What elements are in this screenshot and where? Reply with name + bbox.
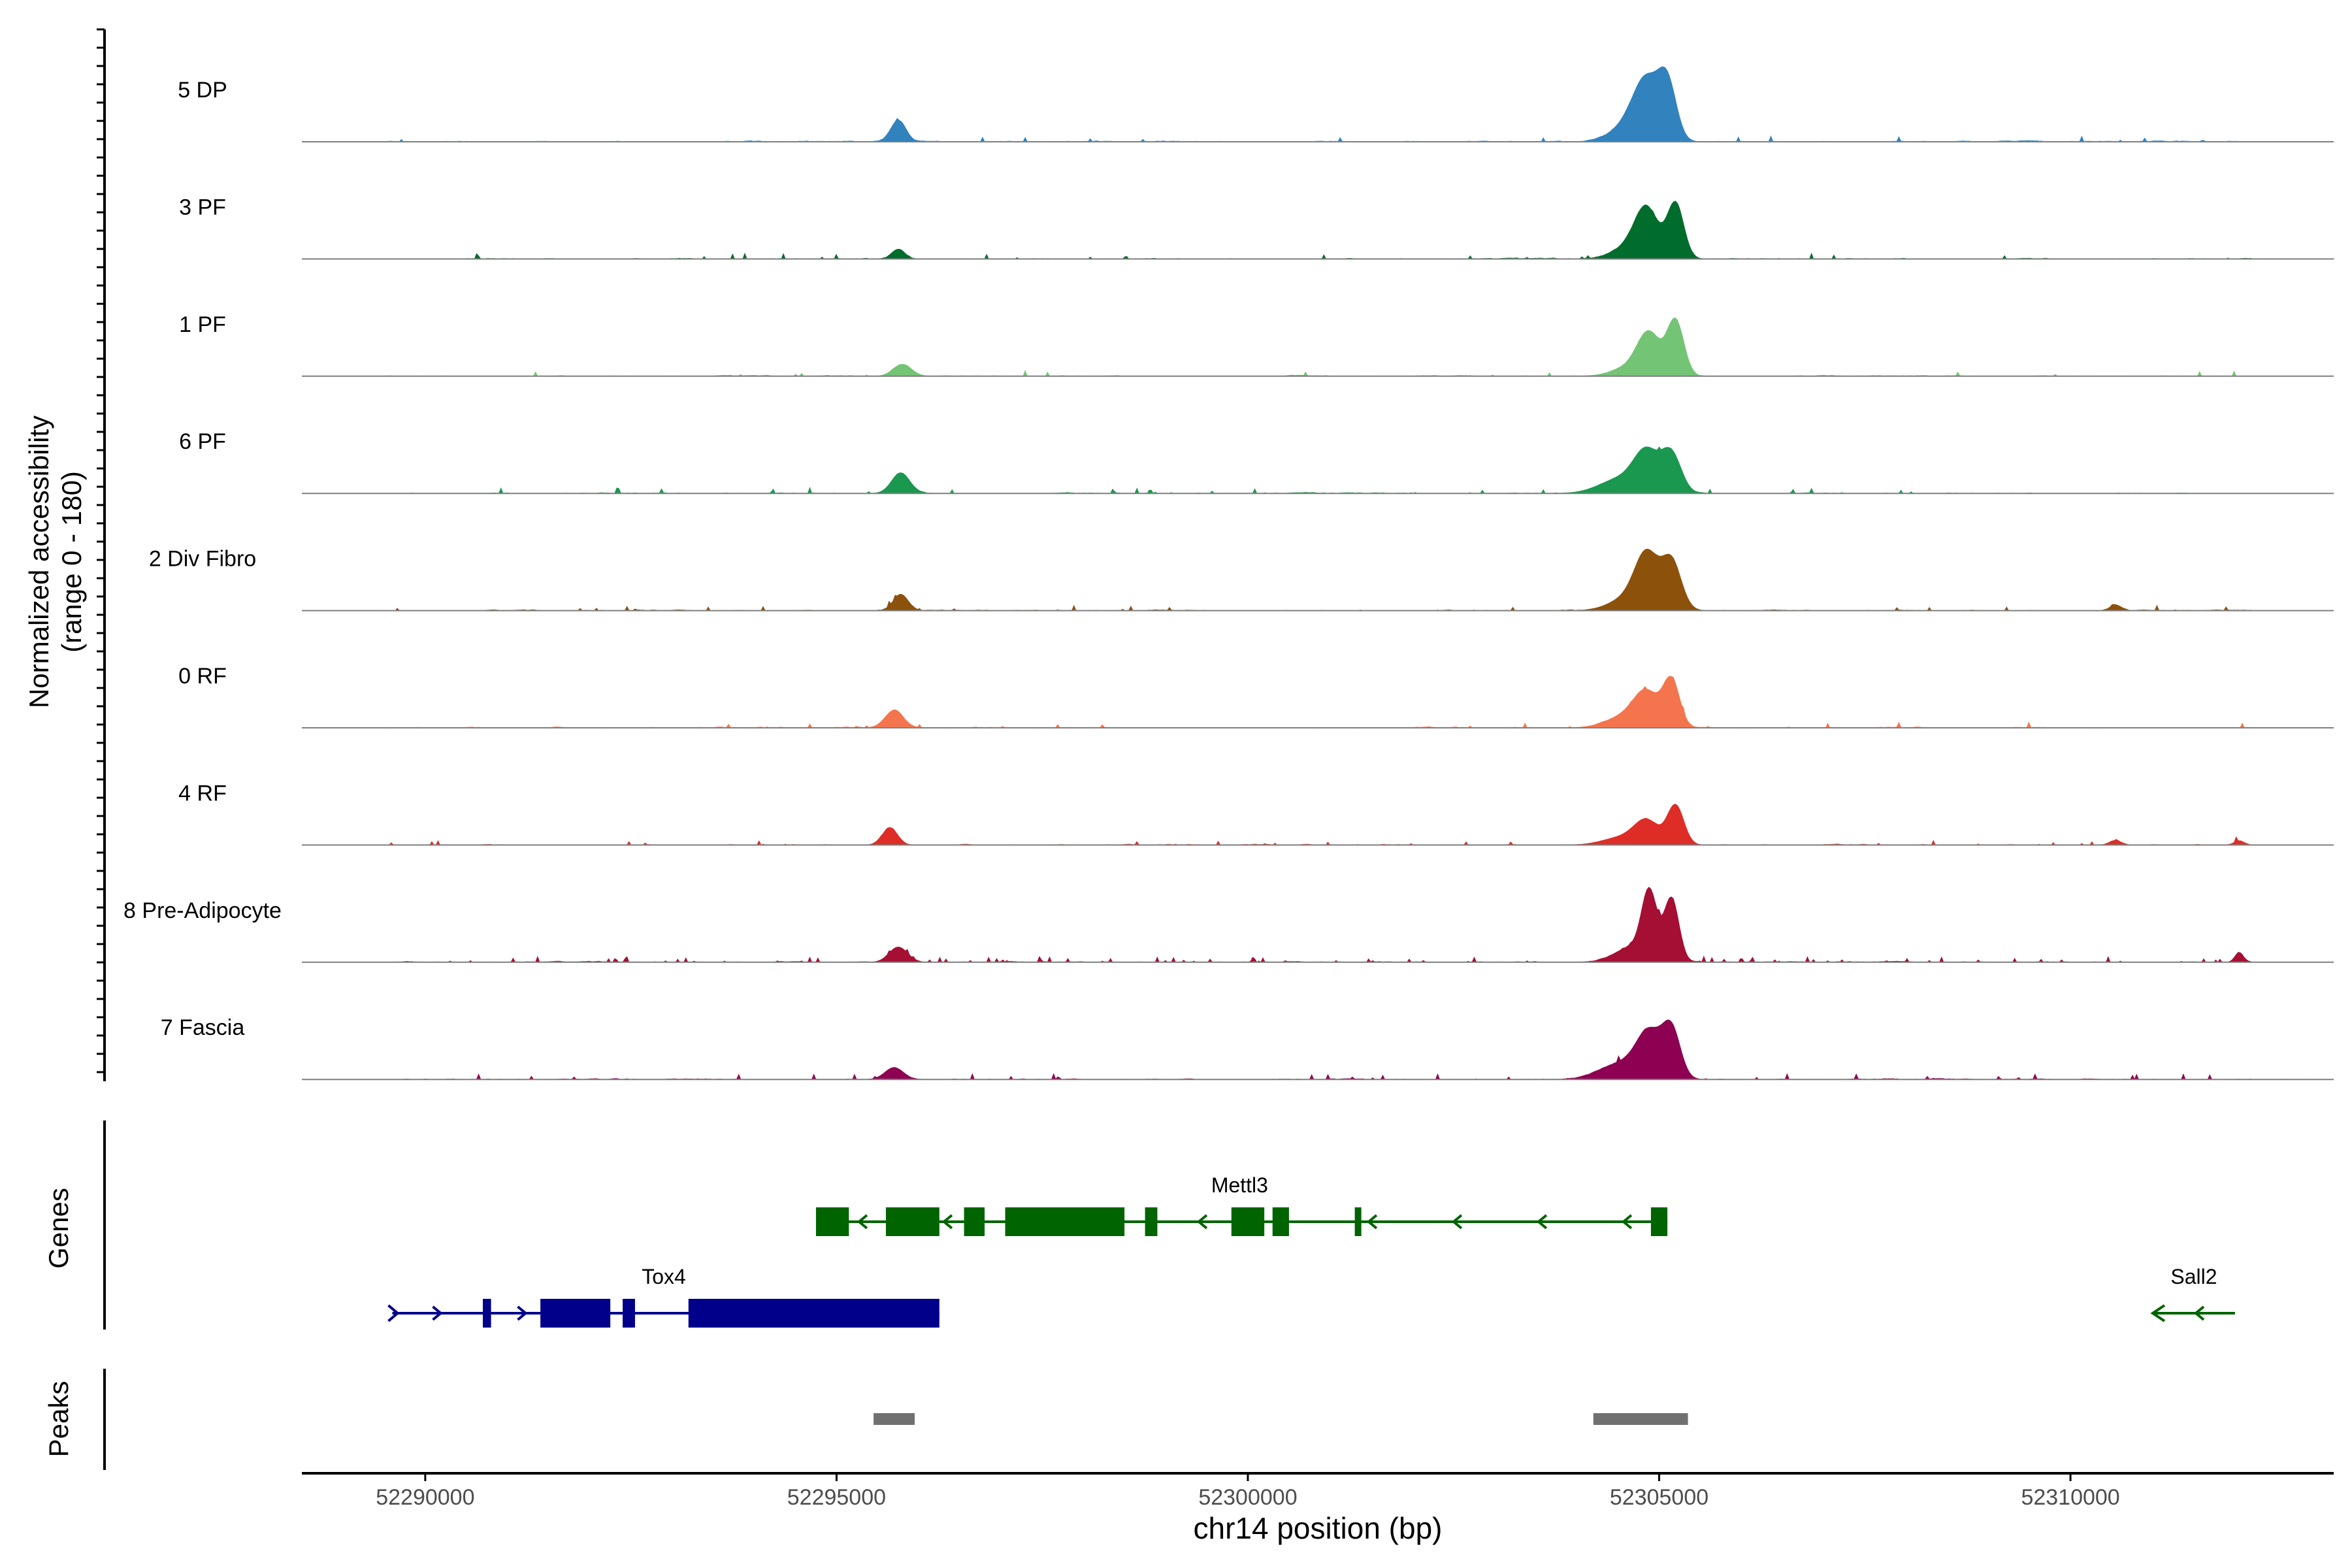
peaks-panel bbox=[874, 1413, 1688, 1425]
gene-exon bbox=[1145, 1207, 1158, 1236]
strand-arrow-left-icon bbox=[2150, 1304, 2166, 1322]
y-axis-label-line1: Normalized accessibility bbox=[24, 416, 54, 708]
gene-exon bbox=[964, 1207, 985, 1236]
peak-region bbox=[874, 1413, 915, 1425]
strand-arrow-right-icon bbox=[432, 1305, 443, 1321]
track-label: 1 PF bbox=[179, 312, 226, 337]
track-3-pf: 3 PF bbox=[179, 195, 2334, 260]
gene-exon bbox=[688, 1299, 939, 1328]
y-axis-label-line2: (range 0 - 180) bbox=[56, 471, 87, 653]
gene-exon bbox=[815, 1207, 849, 1236]
track-0-rf: 0 RF bbox=[178, 664, 2334, 728]
strand-arrow-left-icon bbox=[857, 1214, 868, 1230]
gene-tox4: Tox4 bbox=[387, 1265, 939, 1328]
gene-label: Mettl3 bbox=[1211, 1173, 1268, 1197]
track-7-fascia: 7 Fascia bbox=[161, 1015, 2334, 1081]
strand-arrow-right-icon bbox=[517, 1305, 528, 1321]
x-tick-label: 52305000 bbox=[1610, 1485, 1708, 1510]
gene-exon bbox=[1650, 1207, 1668, 1236]
peak-region bbox=[1593, 1413, 1688, 1425]
x-tick-label: 52300000 bbox=[1198, 1485, 1297, 1510]
strand-arrow-left-icon bbox=[1196, 1214, 1208, 1230]
genes-y-axis-title: Genes bbox=[43, 1188, 74, 1269]
peaks-label: Peaks bbox=[43, 1381, 74, 1458]
gene-label: Sall2 bbox=[2170, 1265, 2217, 1288]
coverage-tracks: 5 DP 3 PF 1 PF 6 PF 2 Div Fibro 0 RF 4 RF 8 Pre… bbox=[123, 66, 2334, 1081]
gene-exon bbox=[1231, 1207, 1265, 1236]
genes-label: Genes bbox=[43, 1188, 74, 1269]
gene-exon bbox=[1005, 1207, 1125, 1236]
x-axis-title: chr14 position (bp) bbox=[1194, 1511, 1443, 1545]
gene-mettl3: Mettl3 bbox=[815, 1173, 1668, 1236]
x-axis-ticks: 52290000 52295000 52300000 52305000 52310000 bbox=[376, 1473, 2120, 1510]
track-label: 2 Div Fibro bbox=[149, 547, 256, 572]
x-tick-label: 52295000 bbox=[787, 1485, 886, 1510]
strand-arrow-left-icon bbox=[1621, 1214, 1633, 1230]
track-label: 8 Pre-Adipocyte bbox=[123, 898, 282, 923]
strand-arrow-left-icon bbox=[1451, 1214, 1463, 1230]
track-5-dp: 5 DP bbox=[178, 66, 2334, 142]
gene-exon bbox=[483, 1299, 491, 1328]
gene-exon bbox=[623, 1299, 635, 1328]
x-tick-label: 52310000 bbox=[2021, 1485, 2119, 1510]
strand-arrow-left-icon bbox=[1536, 1214, 1548, 1230]
gene-exon bbox=[885, 1207, 939, 1236]
coverage-y-ticks bbox=[97, 28, 105, 1073]
peaks-y-axis-title: Peaks bbox=[43, 1381, 74, 1458]
track-label: 4 RF bbox=[178, 781, 227, 806]
track-8-pre-adipocyte: 8 Pre-Adipocyte bbox=[123, 887, 2334, 963]
track-label: 7 Fascia bbox=[161, 1015, 245, 1040]
genes-panel: Mettl3 Tox4 Sall2 bbox=[387, 1173, 2235, 1328]
strand-arrow-right-icon bbox=[387, 1304, 400, 1322]
strand-arrow-left-icon bbox=[941, 1214, 953, 1230]
track-label: 0 RF bbox=[178, 664, 227, 689]
track-2-div-fibro: 2 Div Fibro bbox=[149, 547, 2334, 612]
track-4-rf: 4 RF bbox=[178, 781, 2334, 846]
track-label: 5 DP bbox=[178, 78, 227, 103]
gene-exon bbox=[1354, 1207, 1362, 1236]
gene-exon bbox=[540, 1299, 611, 1328]
strand-arrow-left-icon bbox=[2193, 1305, 2205, 1321]
track-6-pf: 6 PF bbox=[179, 429, 2334, 495]
track-1-pf: 1 PF bbox=[179, 312, 2334, 377]
track-label: 3 PF bbox=[179, 195, 226, 220]
x-tick-label: 52290000 bbox=[376, 1485, 474, 1510]
track-label: 6 PF bbox=[179, 429, 226, 454]
gene-exon bbox=[1272, 1207, 1289, 1236]
strand-arrow-left-icon bbox=[1366, 1214, 1378, 1230]
coverage-y-axis-title: Normalized accessibility (range 0 - 180) bbox=[24, 416, 87, 708]
gene-label: Tox4 bbox=[642, 1265, 686, 1288]
gene-sall2: Sall2 bbox=[2150, 1265, 2235, 1322]
